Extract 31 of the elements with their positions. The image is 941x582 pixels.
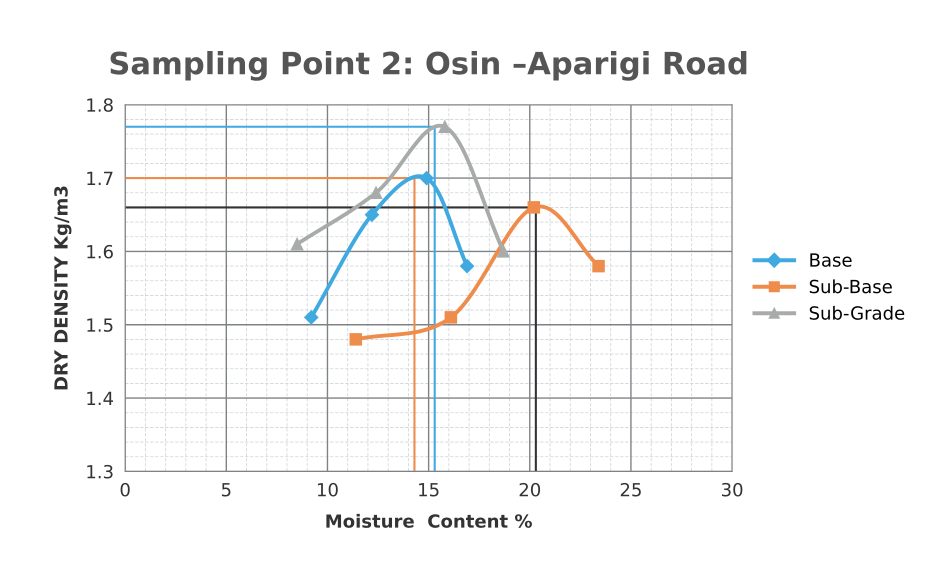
x-tick-label: 15 (419, 483, 439, 497)
point (364, 208, 380, 222)
point (290, 238, 304, 250)
point (497, 245, 510, 258)
y-tick-label: 1.5 (87, 318, 112, 332)
y-tick-label: 1.4 (87, 392, 114, 405)
y-tick-label: 1.8 (87, 98, 113, 112)
x-tick-label: 25 (620, 482, 641, 497)
point (460, 259, 474, 274)
chart-title: Sampling Point 2: Osin –Aparigi Road (110, 50, 746, 81)
point (444, 311, 458, 324)
x-tick-label: 10 (318, 482, 338, 497)
point (592, 260, 605, 272)
point (350, 333, 362, 346)
point (528, 201, 540, 214)
y-tick-label: 1.7 (87, 172, 112, 185)
legend-label: Base (810, 253, 852, 267)
y-tick-label: 1.6 (87, 244, 113, 259)
point (438, 120, 452, 134)
point (370, 186, 382, 200)
legend-label: Sub-Base (810, 279, 892, 294)
point (304, 310, 318, 324)
x-tick-label: 20 (520, 482, 540, 497)
y-axis-title: DRY DENSITY Kg/m3 (54, 186, 72, 390)
y-tick-label: 1.3 (87, 464, 113, 479)
legend-label: Sub-Grade (810, 306, 904, 320)
x-tick-label: 0 (120, 482, 130, 497)
x-axis-title: Moisture Content % (326, 514, 532, 528)
x-tick-label: 5 (222, 483, 230, 497)
x-tick-label: 30 (722, 482, 742, 497)
point (420, 171, 434, 186)
